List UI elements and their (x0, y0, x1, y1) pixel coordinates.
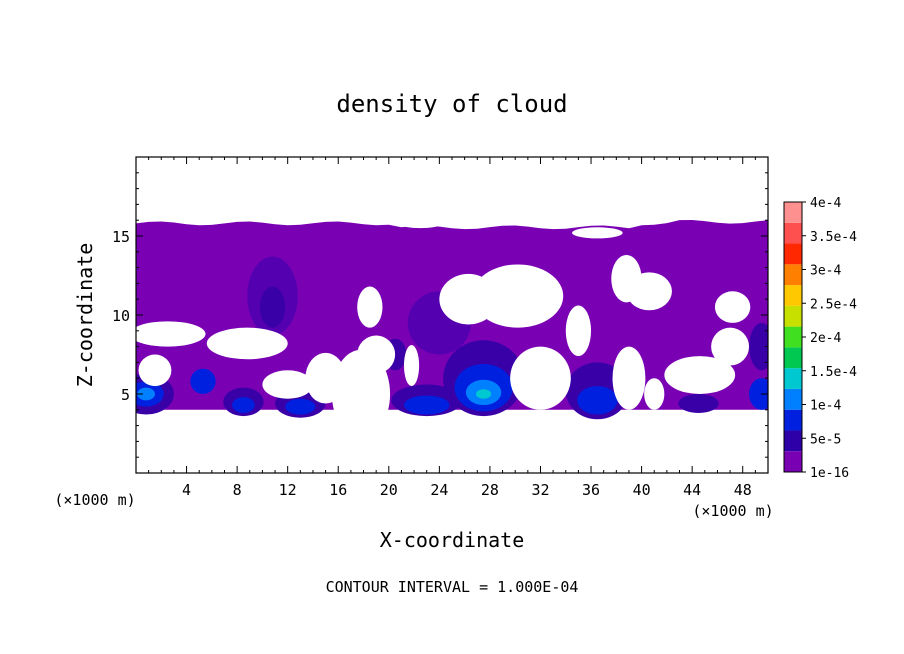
x-tick-label: 16 (329, 481, 347, 499)
colorbar-swatch (784, 243, 802, 265)
x-tick-label: 48 (734, 481, 752, 499)
colorbar-label: 3.5e-4 (810, 230, 857, 245)
clear-air-gap (612, 346, 646, 410)
density-contour (749, 378, 768, 410)
clear-air-gap (510, 346, 571, 410)
colorbar-swatch (784, 202, 802, 223)
clear-air-gap (136, 321, 206, 347)
colorbar-swatch (784, 305, 802, 327)
density-contour (137, 387, 155, 401)
colorbar-swatch (784, 264, 802, 286)
density-contour (678, 394, 719, 413)
colorbar-label: 1e-4 (810, 399, 841, 414)
colorbar-swatch (784, 347, 802, 369)
clear-air-gap (206, 327, 288, 360)
x-tick-label: 20 (380, 481, 398, 499)
density-contour (232, 397, 255, 413)
clear-air-gap (572, 227, 623, 239)
density-contour (259, 286, 286, 328)
y-tick-label: 10 (112, 307, 130, 325)
colorbar-label: 2.5e-4 (810, 297, 857, 312)
cloud-density-field (136, 219, 768, 439)
y-tick-label: 15 (112, 228, 130, 246)
colorbar-swatch (784, 430, 802, 452)
colorbar-label: 1e-16 (810, 466, 849, 481)
clear-air-gap (664, 356, 736, 394)
density-contour (749, 322, 768, 371)
x-tick-label: 24 (430, 481, 448, 499)
colorbar-label: 1.5e-4 (810, 365, 857, 380)
chart-title: density of cloud (336, 90, 567, 118)
colorbar-swatch (784, 409, 802, 431)
x-tick-label: 4 (182, 481, 191, 499)
x-tick-label: 44 (683, 481, 701, 499)
x-axis: 4 8 12 16 20 24 28 32 36 40 44 48 (148, 157, 756, 499)
clear-air-gap (401, 221, 440, 229)
x-unit-left: (×1000 m) (54, 491, 135, 509)
clear-air-gap (565, 305, 592, 357)
x-tick-label: 32 (531, 481, 549, 499)
colorbar-swatch (784, 451, 802, 472)
clear-air-gap (472, 264, 564, 328)
x-tick-label: 28 (481, 481, 499, 499)
y-axis-label: Z-coordinate (73, 243, 97, 388)
colorbar-label: 5e-5 (810, 432, 841, 447)
x-tick-label: 40 (633, 481, 651, 499)
colorbar-swatch (784, 222, 802, 244)
clear-air-gap (403, 345, 420, 387)
density-contour (190, 368, 216, 394)
clear-air-gap (138, 354, 172, 387)
x-tick-label: 8 (233, 481, 242, 499)
clear-air-gap (262, 370, 313, 399)
x-tick-label: 12 (279, 481, 297, 499)
colorbar-swatch (784, 285, 802, 306)
colorbar-swatch (784, 368, 802, 389)
density-contour (476, 389, 492, 399)
contour-interval-note: CONTOUR INTERVAL = 1.000E-04 (326, 578, 579, 596)
colorbar-label: 2e-4 (810, 331, 841, 346)
y-tick-label: 5 (121, 386, 130, 404)
clear-air-gap (357, 286, 383, 328)
cloud-free-gaps (136, 221, 751, 439)
x-tick-label: 36 (582, 481, 600, 499)
colorbar-swatch (784, 388, 802, 410)
density-contour (403, 395, 450, 415)
density-contour (577, 386, 618, 415)
colorbar-legend: 1e-16 5e-5 1e-4 1.5e-4 2e-4 2.5e-4 3e-4 3.5e-4 4… (783, 196, 857, 481)
y-axis: 5 10 15 (112, 172, 768, 458)
clear-air-gap (644, 378, 665, 410)
colorbar-label: 3e-4 (810, 264, 841, 279)
colorbar-swatch (784, 326, 802, 348)
colorbar-label: 4e-4 (810, 196, 841, 211)
clear-air-gap (626, 272, 672, 311)
x-axis-label: X-coordinate (380, 528, 525, 552)
x-unit-right: (×1000 m) (692, 502, 773, 520)
clear-air-gap (357, 335, 396, 374)
clear-air-gap (714, 291, 751, 323)
clear-air-gap (711, 327, 750, 366)
density-contour (285, 398, 316, 415)
